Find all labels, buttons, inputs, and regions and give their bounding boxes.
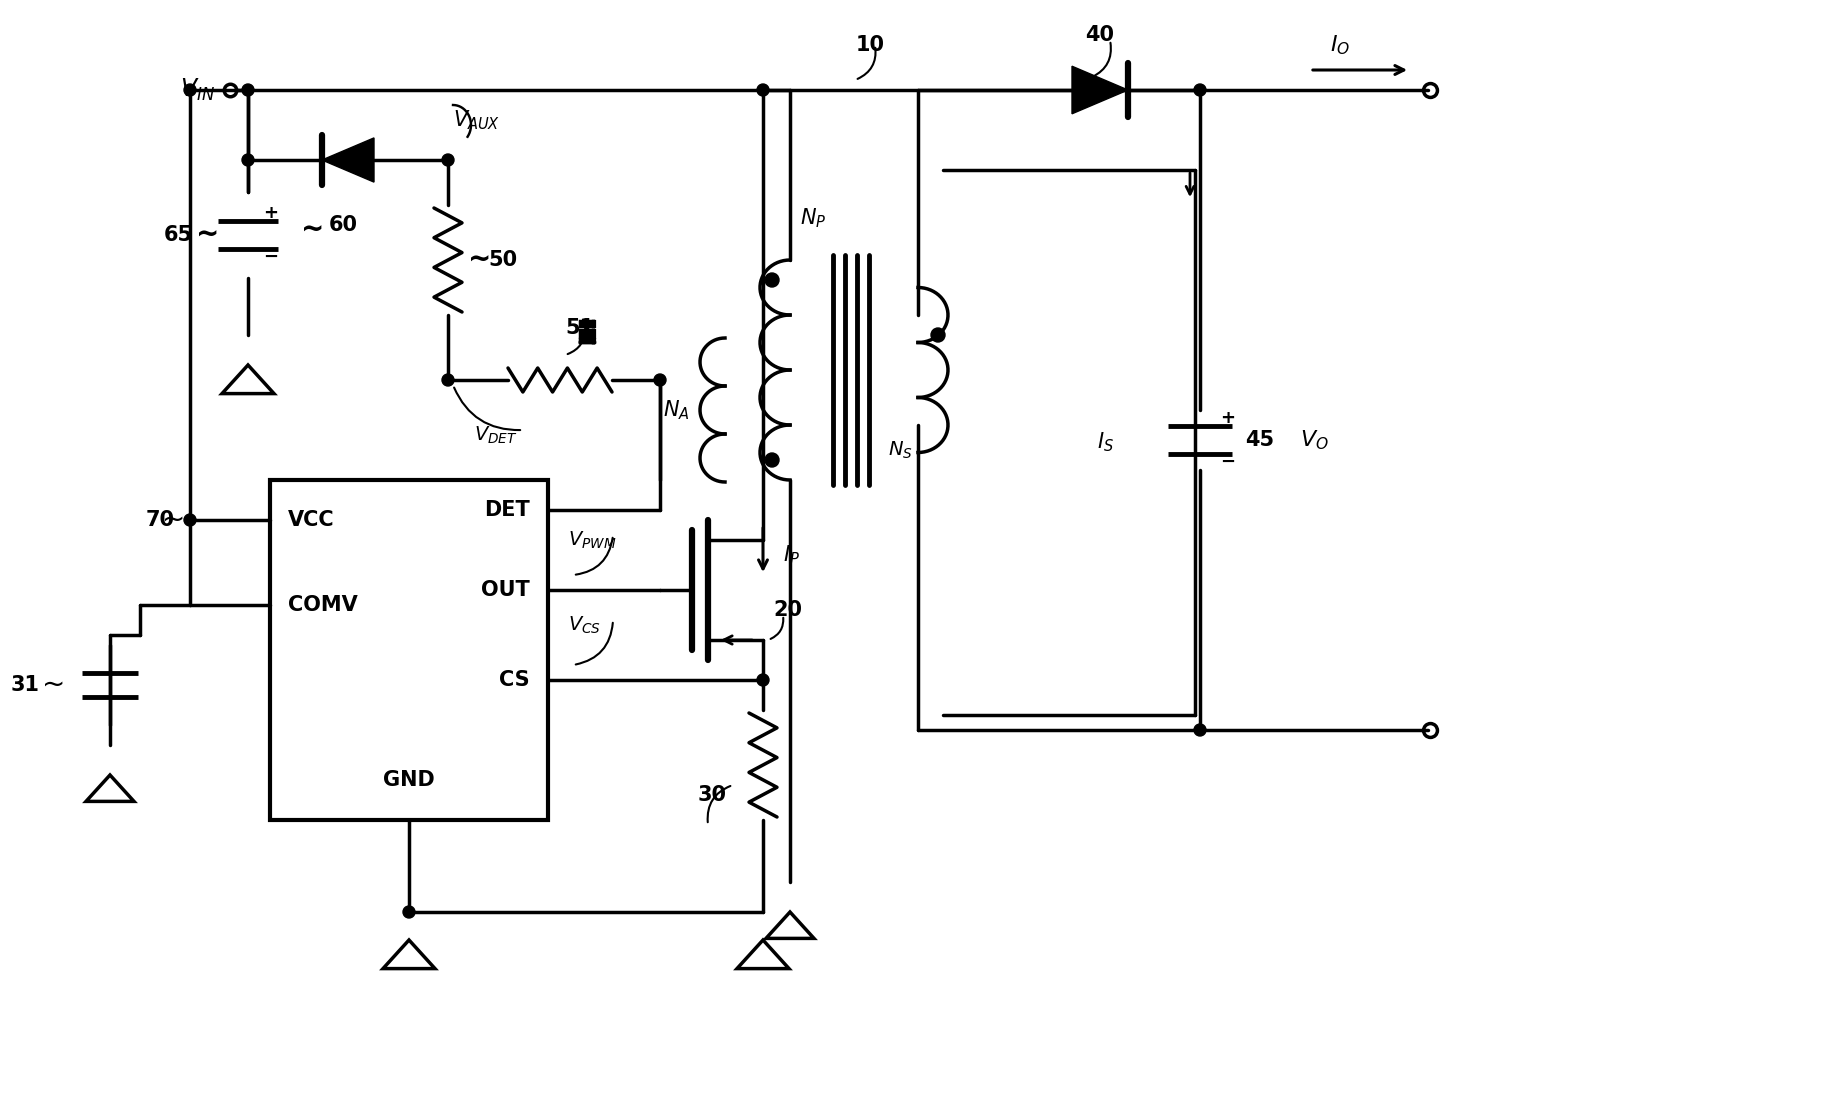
Circle shape xyxy=(653,374,666,386)
Text: 51: 51 xyxy=(565,318,594,338)
Text: GND: GND xyxy=(384,770,436,790)
Circle shape xyxy=(441,374,454,386)
Circle shape xyxy=(764,453,779,467)
Text: $V_{DET}$: $V_{DET}$ xyxy=(474,424,519,445)
Circle shape xyxy=(242,84,255,96)
Text: −: − xyxy=(1220,453,1235,472)
Text: $V_{IN}$: $V_{IN}$ xyxy=(181,77,214,103)
Circle shape xyxy=(185,514,196,526)
Text: 10: 10 xyxy=(855,35,884,55)
Text: 45: 45 xyxy=(1244,430,1274,450)
Text: 70: 70 xyxy=(146,510,175,529)
Circle shape xyxy=(1194,84,1205,96)
Text: CS: CS xyxy=(500,670,530,690)
Text: ~: ~ xyxy=(42,671,65,699)
Text: $V_{CS}$: $V_{CS}$ xyxy=(569,615,602,636)
Circle shape xyxy=(242,154,255,166)
Text: COMV: COMV xyxy=(288,595,358,615)
Text: −: − xyxy=(262,248,279,266)
Text: 40: 40 xyxy=(1085,25,1115,45)
Text: 31: 31 xyxy=(11,675,41,695)
Text: $V_{PWM}$: $V_{PWM}$ xyxy=(569,529,617,550)
Polygon shape xyxy=(321,138,375,182)
Text: $V_O$: $V_O$ xyxy=(1300,428,1329,452)
Text: 20: 20 xyxy=(773,600,801,620)
Text: $I_P$: $I_P$ xyxy=(783,544,799,567)
Text: $N_A$: $N_A$ xyxy=(663,398,690,422)
Circle shape xyxy=(441,154,454,166)
Circle shape xyxy=(764,274,779,287)
Text: $I_S$: $I_S$ xyxy=(1097,430,1113,454)
Text: ~: ~ xyxy=(301,216,325,244)
Text: ~: ~ xyxy=(469,246,491,274)
Bar xyxy=(270,480,548,820)
Polygon shape xyxy=(1073,67,1128,114)
Text: ~: ~ xyxy=(196,221,220,249)
Text: 50: 50 xyxy=(487,251,517,270)
Text: $N_S$: $N_S$ xyxy=(888,440,914,462)
Circle shape xyxy=(402,906,415,918)
Circle shape xyxy=(1194,724,1205,736)
Circle shape xyxy=(930,328,945,342)
Text: $N_P$: $N_P$ xyxy=(799,207,827,230)
Circle shape xyxy=(757,674,770,686)
Text: $V_{AUX}$: $V_{AUX}$ xyxy=(452,108,500,131)
Text: VCC: VCC xyxy=(288,510,334,529)
Text: +: + xyxy=(1220,409,1235,427)
Text: 65: 65 xyxy=(164,225,192,245)
Text: DET: DET xyxy=(484,500,530,520)
Circle shape xyxy=(757,84,770,96)
Text: 60: 60 xyxy=(329,216,358,235)
Text: $I_O$: $I_O$ xyxy=(1329,33,1349,57)
Text: OUT: OUT xyxy=(482,580,530,600)
Text: ~: ~ xyxy=(162,507,185,534)
Circle shape xyxy=(185,84,196,96)
Text: 30: 30 xyxy=(698,785,727,805)
Text: +: + xyxy=(262,203,279,222)
